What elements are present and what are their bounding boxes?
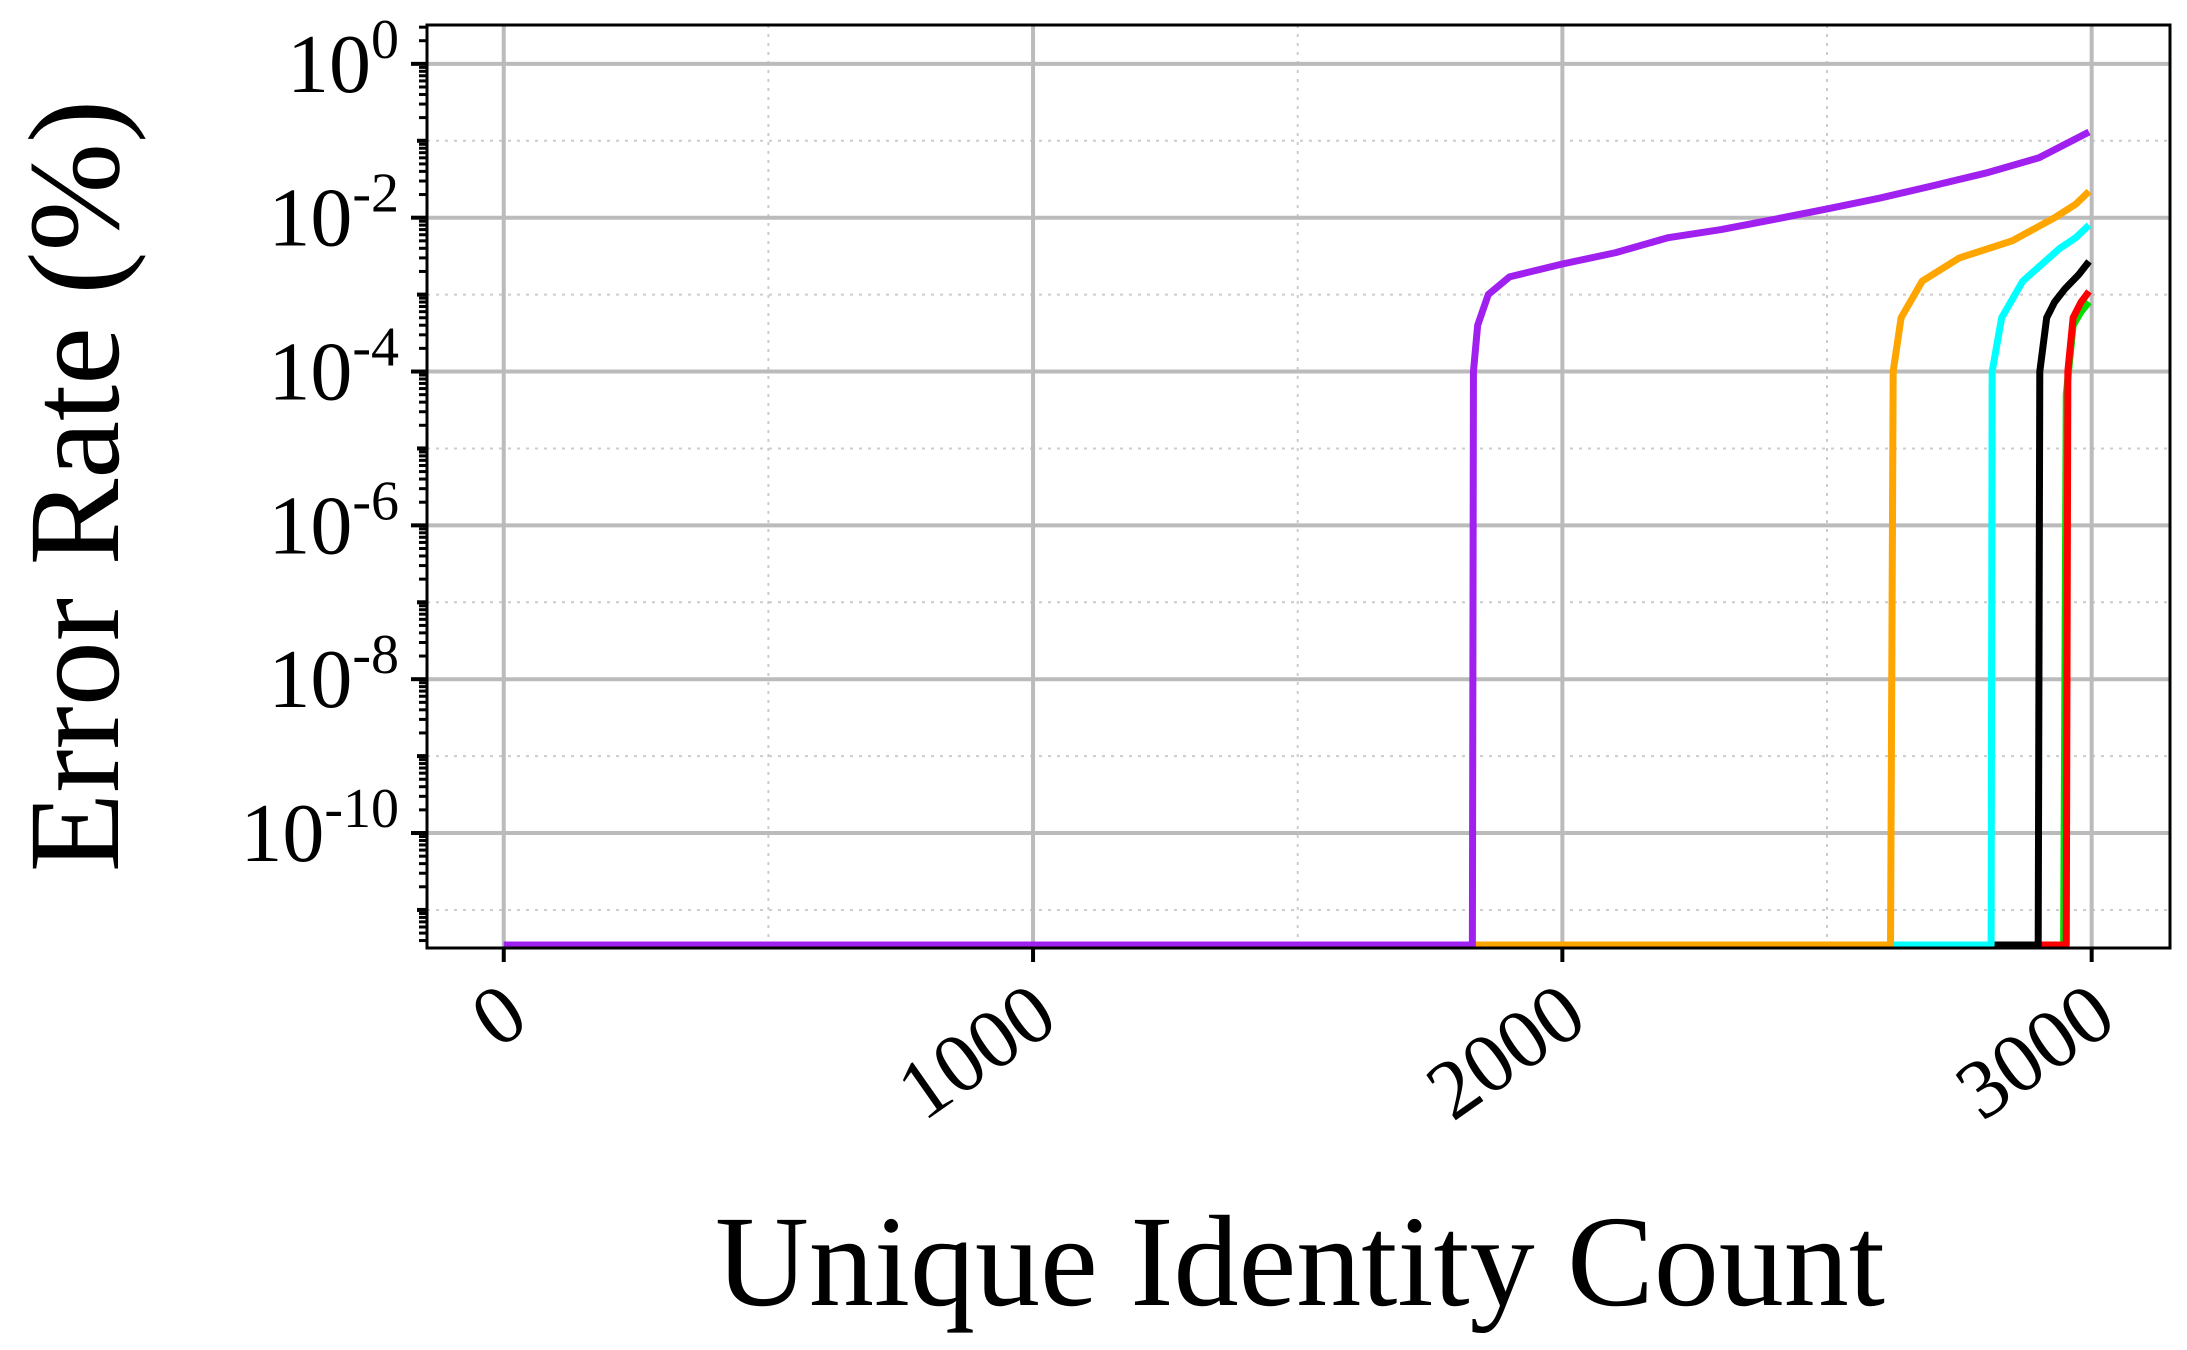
series-line	[503, 128, 2091, 949]
x-tick-label: 0	[455, 965, 543, 1065]
series-line	[503, 299, 2092, 949]
y-tick-base: 10	[268, 172, 352, 265]
y-tick-label: 10-6	[268, 470, 399, 572]
y-tick-base: 10	[268, 479, 352, 572]
y-tick-exponent: 0	[371, 9, 399, 71]
y-tick-label: 10-8	[268, 624, 399, 726]
series-line	[503, 222, 2092, 949]
y-tick-exponent: -8	[352, 624, 399, 686]
x-tick-label: 3000	[1940, 965, 2131, 1138]
y-tick-base: 10	[240, 787, 324, 880]
plot-frame	[425, 23, 2172, 950]
y-tick-exponent: -2	[352, 163, 399, 225]
series-line	[503, 259, 2092, 949]
x-tick-label: 2000	[1410, 965, 1601, 1138]
series-line	[503, 289, 2092, 949]
y-tick-label: 10-4	[268, 317, 399, 419]
y-tick-base: 10	[268, 633, 352, 726]
grid	[427, 25, 2170, 948]
y-tick-base: 10	[268, 326, 352, 419]
y-tick-label: 10-2	[268, 163, 399, 265]
y-axis-title: Error Rate (%)	[3, 100, 147, 872]
series-line	[503, 188, 2092, 949]
lines	[503, 128, 2092, 949]
x-axis-title: Unique Identity Count	[715, 1190, 1885, 1334]
y-tick-exponent: -6	[352, 470, 399, 532]
y-tick-label: 10-10	[240, 778, 399, 880]
y-tick-label: 100	[287, 9, 399, 111]
x-tick-label: 1000	[881, 965, 1072, 1138]
y-tick-base: 10	[287, 18, 371, 111]
y-tick-exponent: -10	[324, 778, 399, 840]
y-tick-exponent: -4	[352, 317, 399, 379]
